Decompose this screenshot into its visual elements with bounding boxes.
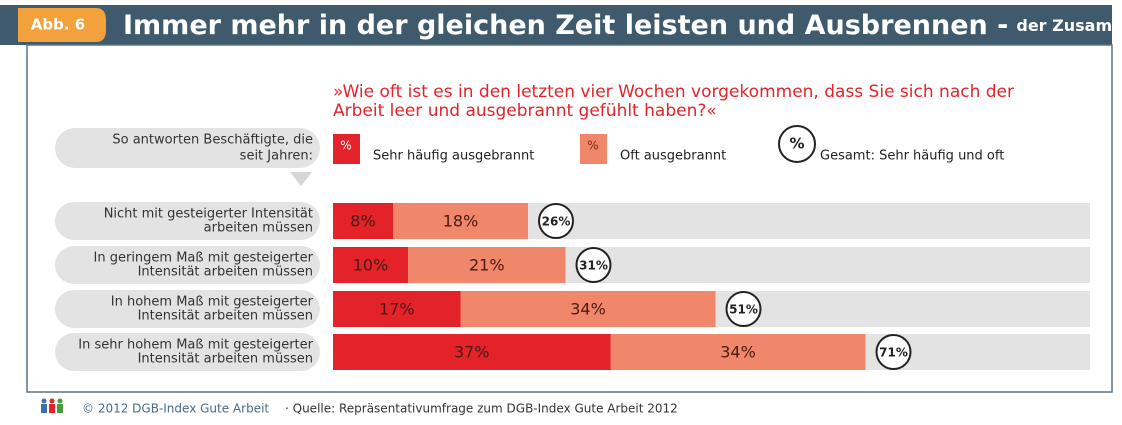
row-header-arrow xyxy=(290,172,312,186)
footer-icon xyxy=(41,398,63,413)
legend-symbol: % xyxy=(340,139,351,153)
title-suffix: der Zusammenhang xyxy=(1016,16,1122,35)
row-label-bg xyxy=(55,246,320,284)
total-circle xyxy=(538,203,574,239)
bar-label: 34% xyxy=(570,300,606,319)
row-label: In hohem Maß mit gesteigerter xyxy=(111,295,314,310)
legend-label: Sehr häufig ausgebrannt xyxy=(373,149,534,164)
row-label: In geringem Maß mit gesteigerter xyxy=(94,251,314,266)
row-header: So antworten Beschäftigte, die xyxy=(112,133,313,148)
question: Arbeit leer und ausgebrannt gefühlt habe… xyxy=(333,101,717,121)
title-main: Immer mehr in der gleichen Zeit leisten … xyxy=(123,10,1008,41)
badge-bg xyxy=(18,8,106,42)
legend-symbol: % xyxy=(587,139,598,153)
row-header: seit Jahren: xyxy=(240,149,313,164)
row-header-bg xyxy=(55,128,320,168)
bar-label: 34% xyxy=(720,343,756,362)
row-label: arbeiten müssen xyxy=(204,221,313,236)
row-label: Intensität arbeiten müssen xyxy=(138,265,313,280)
legend-swatch xyxy=(333,134,360,164)
chart-title: Immer mehr in der gleichen Zeit leisten … xyxy=(123,10,1122,41)
bar-label: 21% xyxy=(469,256,505,275)
bar-label: 10% xyxy=(353,256,389,275)
legend-swatch xyxy=(580,134,607,164)
bar-label: 37% xyxy=(454,343,490,362)
frame xyxy=(26,44,1113,393)
footer: © 2012 DGB-Index Gute Arbeit xyxy=(82,402,269,416)
total-label: 26% xyxy=(542,215,571,229)
bar xyxy=(408,247,566,283)
total-circle xyxy=(875,334,912,370)
legend-label: Oft ausgebrannt xyxy=(620,149,726,164)
bar xyxy=(393,203,528,239)
bar-label: 17% xyxy=(379,300,415,319)
row-label-bg xyxy=(55,202,320,240)
row-label-bg xyxy=(55,333,320,371)
total-label: 71% xyxy=(879,346,908,360)
total-circle xyxy=(575,247,612,283)
badge: Abb. 6 xyxy=(31,16,85,34)
bar xyxy=(460,291,716,327)
row-label-bg xyxy=(55,290,320,328)
bar-label: 8% xyxy=(350,212,375,231)
bar xyxy=(333,334,611,370)
total-circle xyxy=(725,291,762,327)
legend-total-label: Gesamt: Sehr häufig und oft xyxy=(820,149,1004,164)
question: »Wie oft ist es in den letzten vier Woch… xyxy=(333,82,1014,102)
header-bar xyxy=(0,5,1112,45)
bar xyxy=(610,334,866,370)
row-label: In sehr hohem Maß mit gesteigerter xyxy=(78,338,313,353)
bar xyxy=(333,203,393,239)
total-label: 31% xyxy=(579,259,608,273)
row-label: Intensität arbeiten müssen xyxy=(138,309,313,324)
total-label: 51% xyxy=(729,303,758,317)
legend-total-circle xyxy=(778,125,816,163)
row-label: Intensität arbeiten müssen xyxy=(138,352,313,367)
legend-total-symbol: % xyxy=(789,135,804,153)
source: · Quelle: Repräsentativumfrage zum DGB-I… xyxy=(285,402,678,416)
bar-label: 18% xyxy=(443,212,479,231)
row-label: Nicht mit gesteigerter Intensität xyxy=(104,207,313,222)
bar xyxy=(333,247,408,283)
bar xyxy=(333,291,461,327)
